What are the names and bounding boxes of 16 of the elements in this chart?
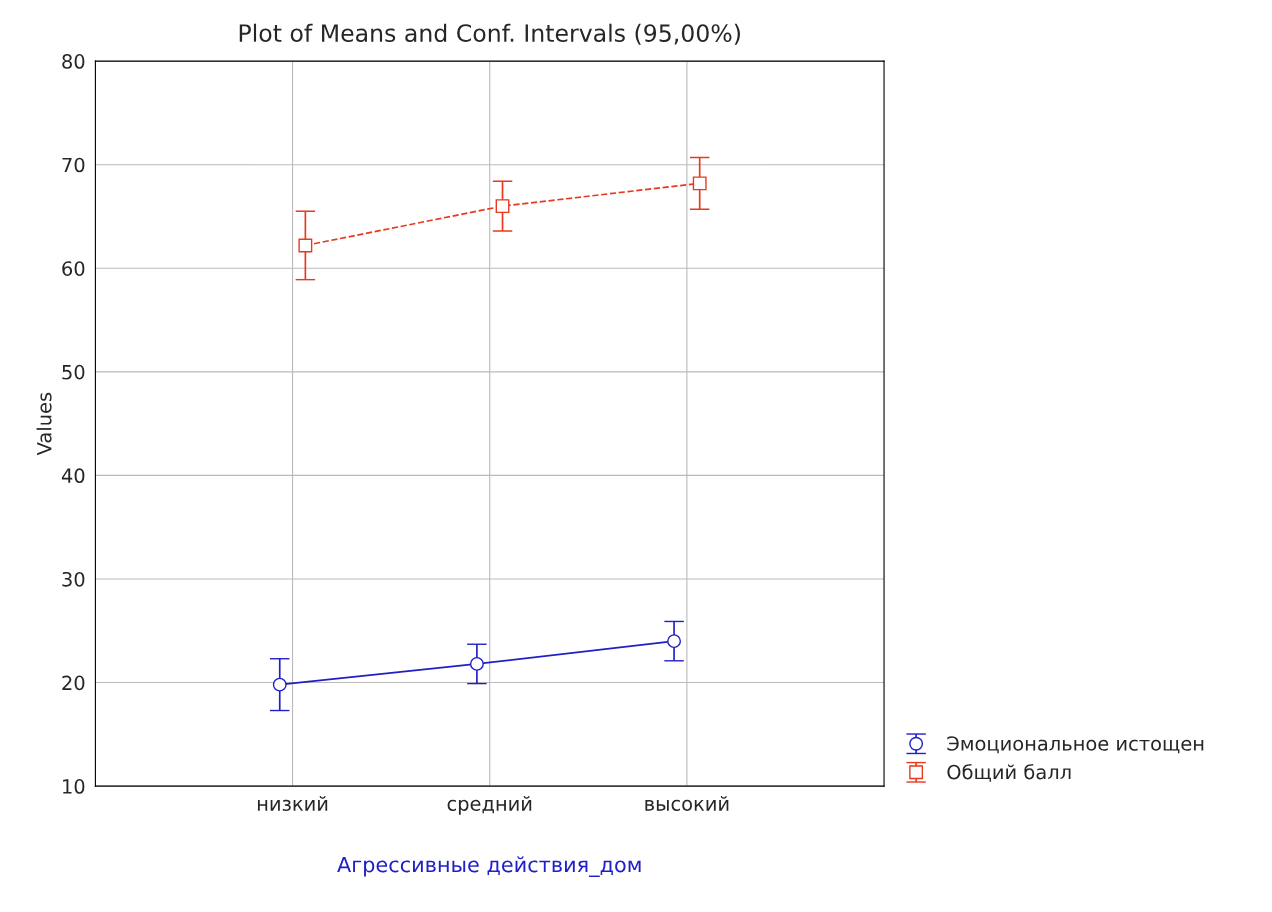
x-tick-label: высокий bbox=[645, 795, 729, 811]
y-tick-label: 60 bbox=[62, 261, 85, 276]
y-tick-label: 20 bbox=[62, 675, 85, 691]
legend-label: Эмоциональное истощен bbox=[947, 736, 1204, 754]
x-tick-label: средний bbox=[447, 795, 532, 815]
x-axis-title: Агрессивные действия_дом bbox=[337, 856, 641, 877]
chart-title: Plot of Means and Conf. Intervals (95,00%) bbox=[239, 23, 740, 45]
y-axis-title: Values bbox=[36, 392, 52, 456]
y-tick-label: 30 bbox=[62, 571, 85, 587]
legend-label: Общий балл bbox=[947, 764, 1071, 782]
y-tick-label: 80 bbox=[62, 54, 85, 69]
x-tick-label: низкий bbox=[257, 795, 328, 811]
y-tick-label: 70 bbox=[62, 157, 85, 173]
y-tick-label: 50 bbox=[62, 364, 85, 380]
y-tick-label: 10 bbox=[63, 779, 85, 794]
y-tick-label: 40 bbox=[61, 468, 85, 484]
